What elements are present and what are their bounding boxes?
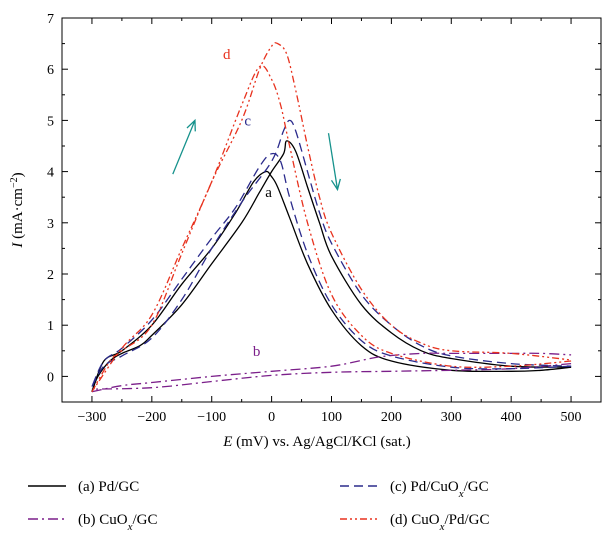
scan-down-arrow-icon [330, 178, 341, 192]
y-tick-label: 3 [47, 217, 54, 232]
x-tick-label: 200 [381, 410, 402, 425]
x-axis: −300 −200 −100 0 100 200 300 400 500 [61, 18, 602, 425]
annotation-layer: a b c d [172, 47, 341, 360]
x-tick-label: 400 [501, 410, 522, 425]
curve-label-b: b [253, 344, 261, 360]
x-tick-label: 100 [321, 410, 342, 425]
x-tick-label: 300 [441, 410, 462, 425]
y-tick-label: 0 [47, 370, 54, 385]
series-d-reverse-line [91, 65, 572, 393]
y-tick-label: 1 [47, 319, 54, 334]
y-tick-label: 2 [47, 268, 54, 283]
series-c-forward-line [91, 119, 572, 387]
series-layer [91, 42, 572, 393]
x-axis-label: E (mV) vs. Ag/AgCl/KCl (sat.) [222, 434, 411, 450]
legend-label-d: (d) CuOx/Pd/GC [390, 512, 489, 533]
scan-up-arrow-shaft [172, 120, 196, 175]
y-axis-label: I (mA·cm−2) [9, 172, 27, 248]
legend-label-b: (b) CuOx/GC [78, 512, 157, 533]
y-tick-label: 5 [47, 114, 54, 129]
x-tick-label: 500 [561, 410, 582, 425]
x-tick-label: 0 [268, 410, 275, 425]
series-d-forward-line [91, 42, 572, 393]
legend-label-c: (c) Pd/CuOx/GC [390, 479, 489, 500]
legend: (a) Pd/GC (b) CuOx/GC (c) Pd/CuOx/GC (d) Cu… [28, 479, 489, 533]
x-tick-label: −300 [77, 410, 106, 425]
y-tick-label: 6 [47, 63, 54, 78]
series-a-forward-line [91, 140, 572, 393]
scan-up-arrow-icon [186, 118, 196, 132]
x-tick-label: −200 [137, 410, 166, 425]
legend-label-a: (a) Pd/GC [78, 479, 139, 495]
scan-down-arrow-shaft [327, 133, 339, 190]
y-tick-label: 7 [47, 12, 54, 27]
y-axis: 0 1 2 3 4 5 6 7 [47, 12, 601, 403]
series-c-reverse-line [91, 152, 572, 387]
series-a-reverse-line [91, 170, 572, 393]
y-tick-label: 4 [47, 166, 54, 181]
x-tick-label: −100 [197, 410, 226, 425]
curve-label-c: c [244, 114, 251, 130]
curve-label-a: a [265, 185, 272, 201]
series-b-forward-line [91, 352, 572, 393]
series-b-reverse-line [91, 362, 572, 390]
curve-label-d: d [223, 47, 231, 63]
